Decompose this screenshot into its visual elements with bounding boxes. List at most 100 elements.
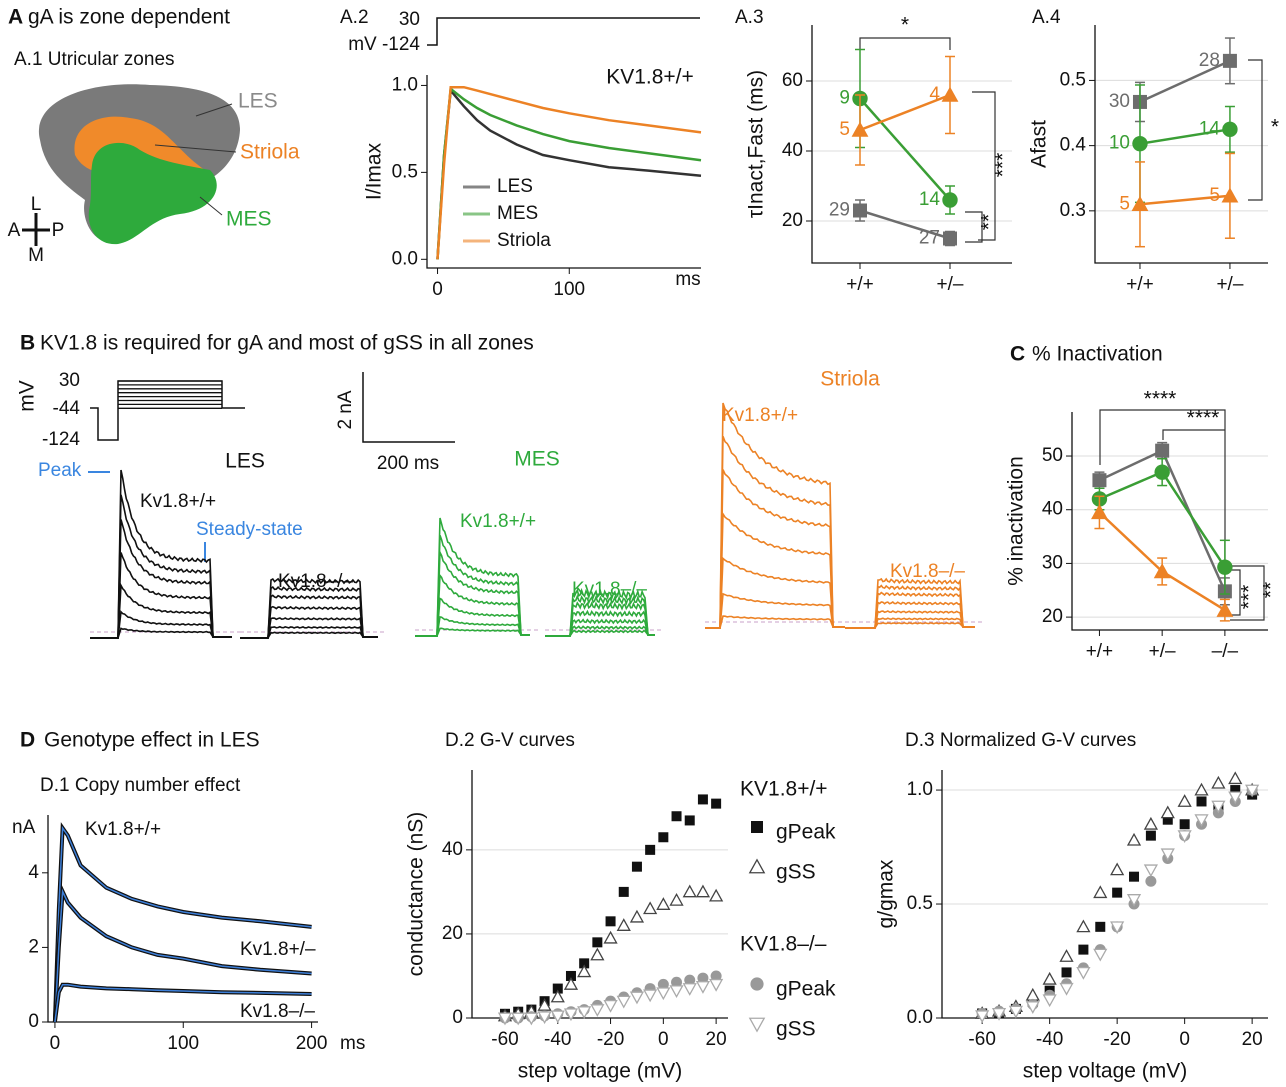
current-trace	[415, 615, 530, 637]
current-trace	[845, 617, 975, 629]
marker	[605, 916, 616, 927]
marker	[563, 1008, 579, 1022]
protocol-level: -44	[53, 398, 81, 419]
current-trace	[240, 586, 378, 639]
marker	[631, 861, 642, 872]
current-trace	[90, 627, 232, 639]
panel-letter: A	[8, 6, 23, 29]
current-trace	[415, 534, 530, 637]
y-axis-title: I/Imax	[363, 142, 386, 200]
marker	[1230, 785, 1241, 796]
genotype-label: Kv1.8–/–	[890, 561, 965, 582]
marker	[1160, 848, 1175, 862]
orientation-label: P	[52, 220, 65, 241]
y-tick-label: 0.5	[1060, 69, 1086, 90]
current-trace	[415, 597, 530, 637]
scale-label: 2 nA	[335, 390, 356, 429]
y-tick-label: 40	[1042, 499, 1063, 520]
marker	[577, 964, 592, 978]
n-label: 5	[1209, 185, 1220, 206]
marker	[669, 985, 684, 999]
x-tick-label: 0	[658, 1029, 669, 1050]
current-trace	[845, 577, 975, 629]
significance-label: ****	[1144, 388, 1177, 411]
significance-label: **	[978, 214, 1001, 230]
protocol-unit: mV	[16, 380, 39, 412]
significance-bracket	[1099, 409, 1226, 592]
subpanel-title: A.1 Utricular zones	[14, 49, 175, 70]
orientation-label: A	[8, 220, 21, 241]
y-tick-label: 0.3	[1060, 200, 1086, 221]
orientation-label: L	[31, 194, 42, 215]
marker	[1194, 814, 1209, 828]
current-trace	[90, 519, 232, 639]
current-trace	[240, 605, 378, 639]
significance-label: ****	[1187, 407, 1220, 430]
marker	[511, 1012, 526, 1026]
axis	[941, 770, 1268, 1019]
marker	[590, 947, 605, 961]
current-trace	[545, 629, 655, 637]
current-trace	[240, 625, 378, 639]
zone-name: LES	[225, 450, 265, 473]
n-label: 14	[919, 189, 941, 210]
marker	[618, 886, 629, 897]
y-tick-label: 0	[452, 1007, 463, 1028]
marker	[709, 978, 724, 992]
current-trace	[90, 610, 232, 639]
y-tick-label: 1.0	[907, 779, 933, 800]
significance-bracket	[1248, 59, 1263, 201]
marker	[669, 892, 684, 906]
marker	[1091, 504, 1108, 520]
significance-bracket	[1230, 569, 1241, 616]
marker	[1093, 885, 1108, 899]
current-trace	[545, 594, 655, 637]
current-trace	[845, 610, 975, 629]
leader-line	[199, 196, 223, 216]
marker	[1112, 887, 1123, 898]
marker	[616, 995, 631, 1009]
y-tick-label: 20	[1042, 606, 1063, 627]
genotype-label: Kv1.8+/+	[460, 511, 536, 532]
current-trace	[415, 627, 530, 637]
marker	[682, 884, 697, 898]
marker	[629, 991, 645, 1005]
x-tick-label: 20	[706, 1029, 727, 1050]
marker	[1177, 794, 1192, 807]
scale-label: 200 ms	[377, 453, 439, 474]
y-tick-label: 0.5	[392, 161, 418, 182]
x-tick-label: +/+	[1126, 274, 1153, 295]
marker	[1042, 994, 1057, 1008]
marker	[1132, 135, 1148, 152]
marker	[991, 1007, 1007, 1021]
axis	[426, 75, 701, 269]
axis	[811, 25, 1012, 264]
marker	[603, 930, 618, 944]
current-trace	[90, 469, 232, 639]
utricle-diagram	[22, 84, 241, 246]
y-axis-title: Afast	[1028, 120, 1051, 168]
y-tick-label: 0.0	[907, 1007, 933, 1028]
marker	[1177, 830, 1192, 843]
y-axis-title: τInact,Fast (ms)	[745, 70, 768, 218]
zone-label: MES	[226, 208, 272, 231]
x-tick-label: -40	[1036, 1029, 1063, 1050]
marker	[1245, 784, 1260, 798]
marker	[1221, 187, 1239, 203]
chart-label: D.3 Normalized G-V curves	[905, 730, 1136, 751]
chart-label: A.2	[340, 7, 369, 28]
n-label: 5	[839, 119, 850, 140]
axis	[471, 770, 728, 1019]
marker	[1154, 464, 1170, 480]
marker	[697, 972, 709, 984]
current-trace	[415, 573, 530, 637]
protocol-level: 30	[59, 370, 80, 391]
marker	[1143, 864, 1159, 878]
marker	[942, 192, 958, 208]
panel-title: KV1.8 is required for gA and most of gSS…	[40, 332, 534, 355]
current-trace	[415, 549, 530, 637]
current-trace	[845, 591, 975, 629]
marker	[851, 121, 869, 137]
marker	[577, 1006, 592, 1020]
series-label: Kv1.8–/–	[240, 1001, 315, 1022]
